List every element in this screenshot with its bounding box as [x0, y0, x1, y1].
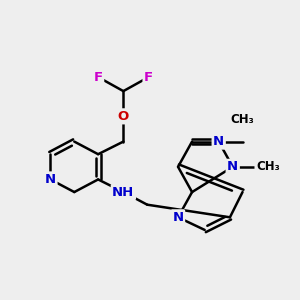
Text: CH₃: CH₃ [231, 113, 254, 126]
Text: F: F [94, 70, 103, 84]
Text: F: F [144, 70, 153, 84]
Text: N: N [45, 173, 56, 186]
Text: N: N [213, 135, 224, 148]
Text: NH: NH [112, 186, 134, 199]
Text: N: N [172, 211, 184, 224]
Text: CH₃: CH₃ [256, 160, 280, 173]
Text: N: N [227, 160, 238, 173]
Text: O: O [118, 110, 129, 123]
